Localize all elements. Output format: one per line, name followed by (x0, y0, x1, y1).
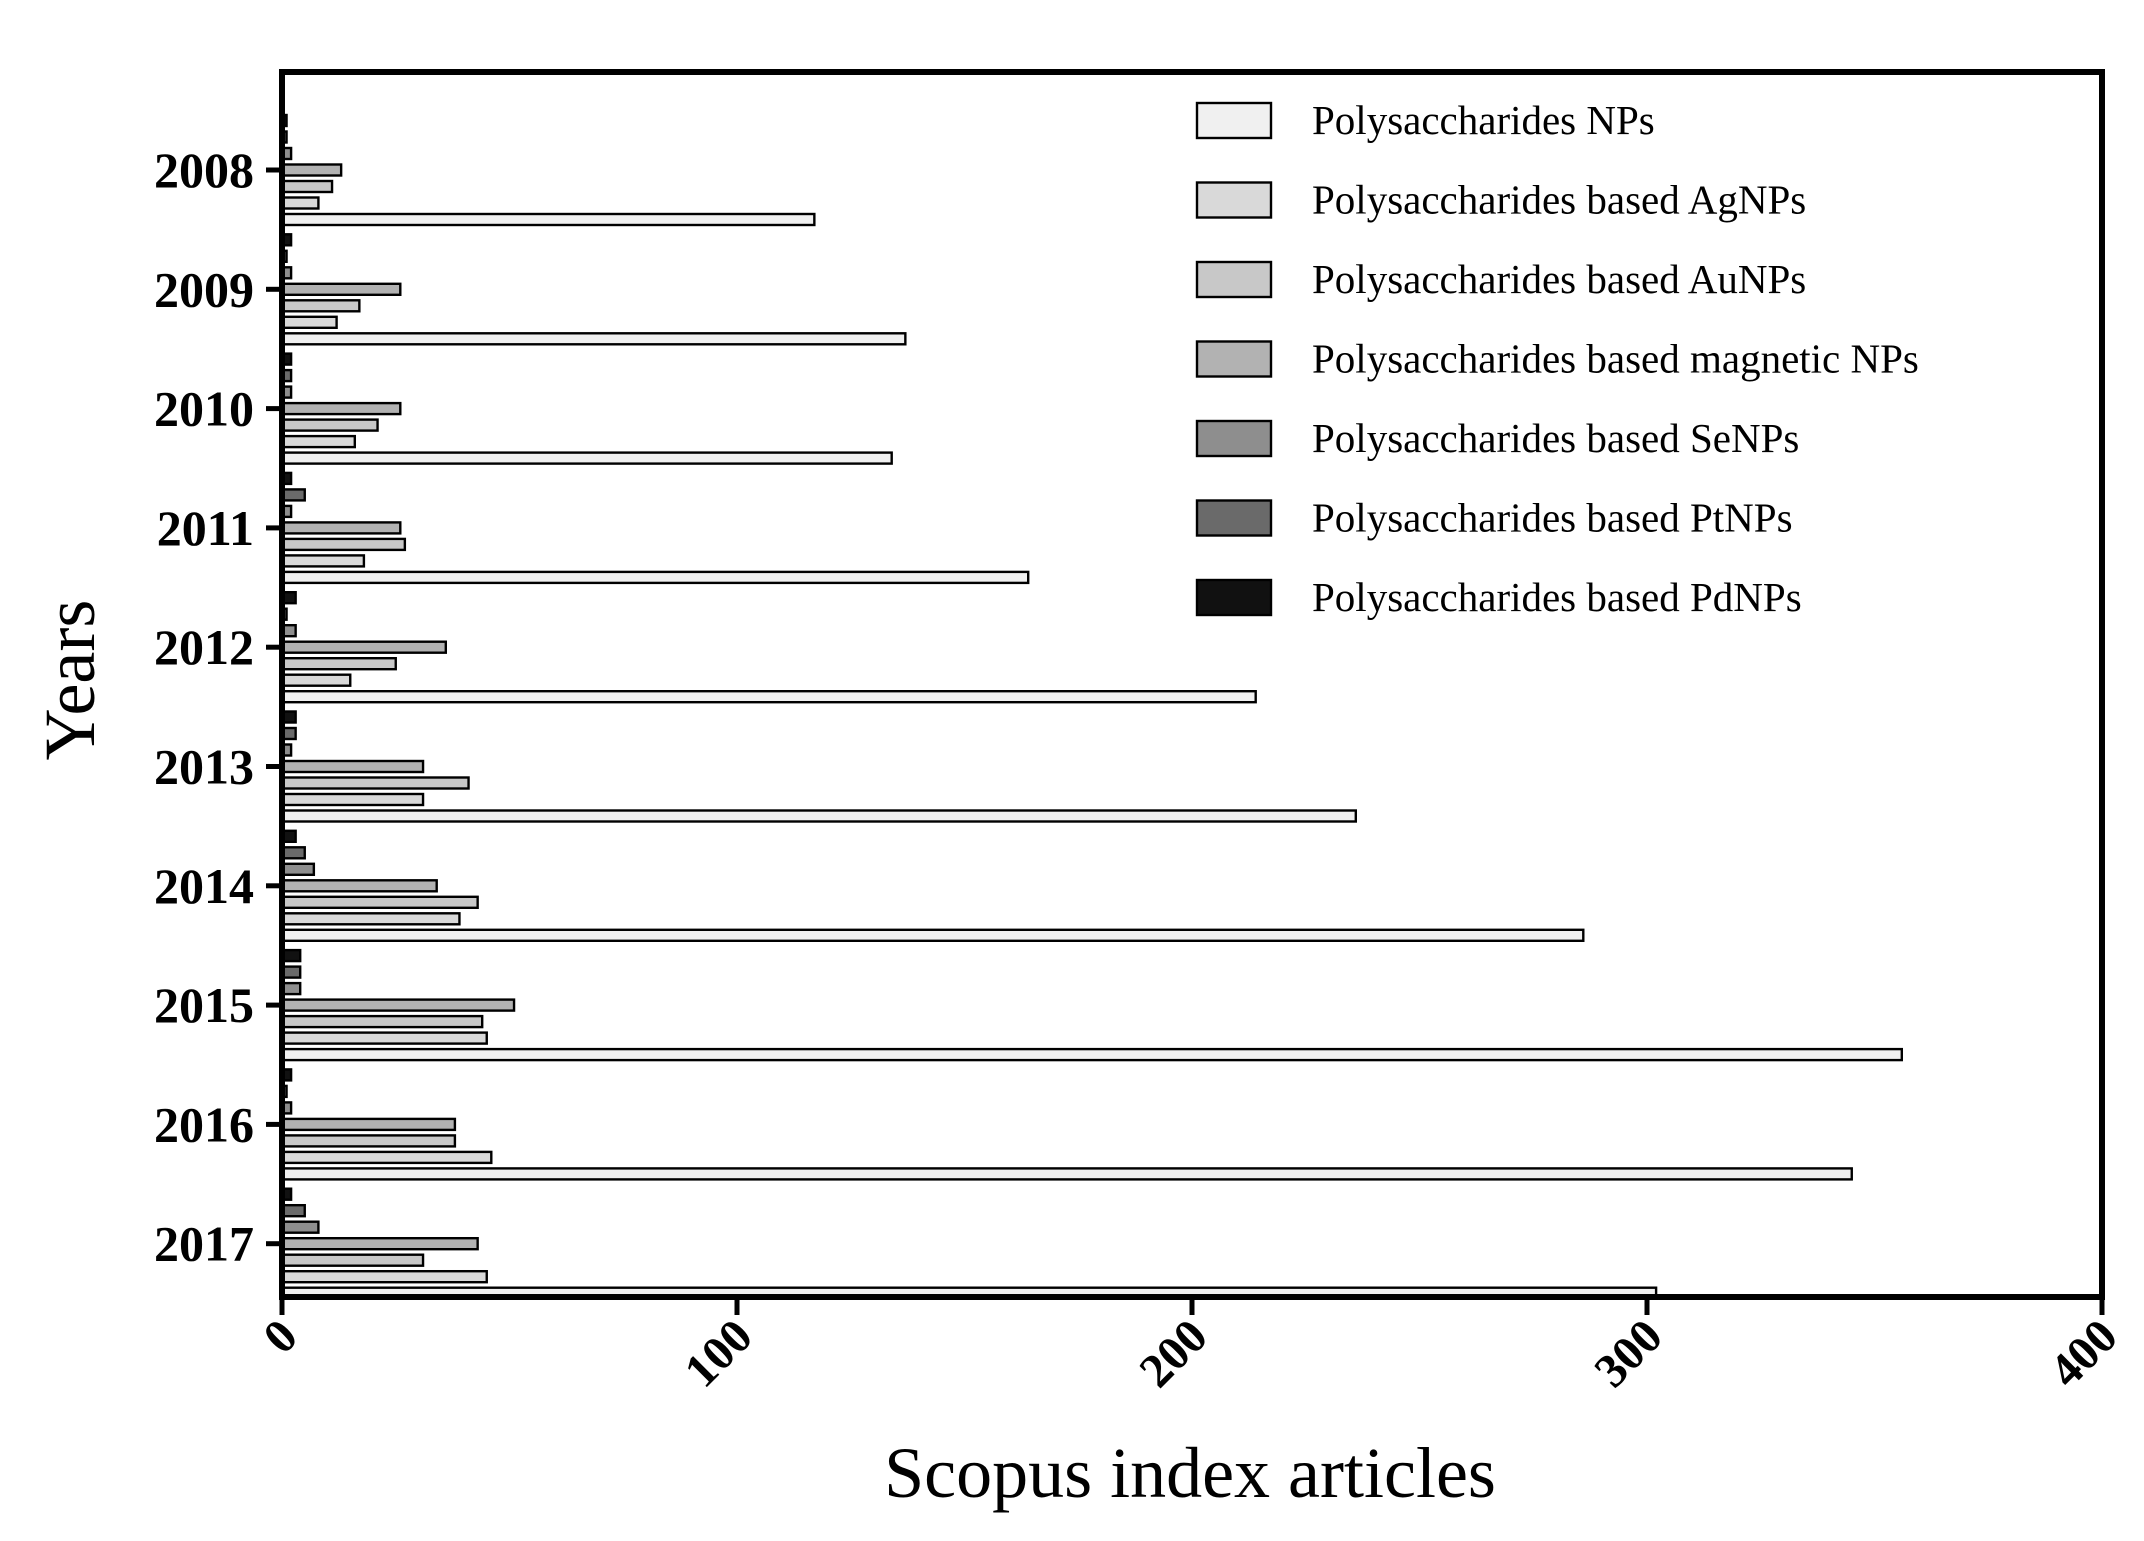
bar-2011-series-4 (280, 521, 402, 535)
y-tick-label-2017: 2017 (154, 1216, 254, 1272)
bar-2015-series-4 (280, 998, 516, 1012)
legend-label-2: Polysaccharides based AgNPs (1312, 177, 1806, 223)
x-tick-label-0: 0 (253, 1309, 307, 1363)
legend-label-1: Polysaccharides NPs (1312, 97, 1655, 143)
y-tick-label-2013: 2013 (154, 739, 254, 795)
bar-2010-series-1 (280, 451, 893, 465)
bar-2010-series-2 (280, 434, 357, 449)
bar-2012-series-3 (280, 657, 397, 671)
bar-2009-series-3 (280, 299, 361, 313)
x-tick-label-300: 300 (1584, 1309, 1672, 1397)
bar-2016-series-4 (280, 1117, 457, 1132)
legend-swatch-4 (1195, 340, 1273, 378)
bar-2012-series-2 (280, 673, 352, 687)
bar-2008-series-4 (280, 163, 343, 177)
bar-2013-series-2 (280, 792, 425, 807)
x-tick-label-400: 400 (2039, 1309, 2127, 1397)
bar-2016-series-2 (280, 1150, 493, 1165)
legend-label-6: Polysaccharides based PtNPs (1312, 495, 1793, 541)
x-axis-title: Scopus index articles (884, 1433, 1496, 1513)
bar-2008-series-2 (280, 196, 320, 210)
y-tick-label-2016: 2016 (154, 1096, 254, 1152)
legend-label-4: Polysaccharides based magnetic NPs (1312, 336, 1919, 382)
y-tick-label-2014: 2014 (154, 858, 254, 914)
bar-2016-series-1 (280, 1167, 1853, 1181)
legend-swatch-6 (1195, 499, 1273, 537)
y-tick-label-2009: 2009 (154, 261, 254, 317)
bar-2013-series-4 (280, 759, 425, 774)
bar-2011-series-6 (280, 488, 306, 502)
bar-2014-series-4 (280, 879, 438, 893)
bar-2013-series-1 (280, 809, 1358, 823)
bar-2009-series-1 (280, 332, 907, 346)
legend-swatch-7 (1195, 578, 1273, 617)
bar-2016-series-3 (280, 1134, 457, 1148)
bar-2015-series-2 (280, 1031, 488, 1045)
bar-2015-series-1 (280, 1047, 1904, 1062)
bar-2014-series-5 (280, 862, 316, 876)
bar-2014-series-1 (280, 928, 1585, 942)
bar-2014-series-6 (280, 846, 306, 860)
bar-2008-series-1 (280, 212, 816, 227)
x-tick-label-100: 100 (674, 1309, 762, 1397)
bar-2012-series-4 (280, 640, 448, 654)
bar-2017-series-2 (280, 1269, 488, 1284)
y-tick-label-2010: 2010 (154, 381, 254, 437)
legend-label-3: Polysaccharides based AuNPs (1312, 256, 1806, 302)
bar-2017-series-6 (280, 1203, 306, 1218)
legend-label-5: Polysaccharides based SeNPs (1312, 415, 1799, 461)
bars-layer (280, 113, 1904, 1300)
legend-swatch-3 (1195, 260, 1273, 299)
legend-swatch-2 (1195, 181, 1273, 219)
axes-layer: 2008 2009 2010 2011 2012 2013 2014 2015 2016 2017… (154, 142, 2128, 1398)
y-tick-label-2008: 2008 (154, 142, 254, 198)
y-tick-label-2012: 2012 (154, 619, 254, 675)
y-tick-label-2011: 2011 (157, 500, 254, 556)
x-tick-label-200: 200 (1129, 1309, 1217, 1397)
bar-2012-series-1 (280, 690, 1257, 704)
plot-frame (279, 69, 2105, 1300)
legend-swatch-5 (1195, 419, 1273, 458)
bar-2011-series-2 (280, 554, 366, 568)
legend-swatch-1 (1195, 101, 1273, 140)
bar-2009-series-2 (280, 315, 338, 329)
legend: Polysaccharides NPs Polysaccharides based… (1195, 97, 1919, 620)
bar-2011-series-1 (280, 570, 1030, 585)
bar-2014-series-2 (280, 912, 461, 926)
bar-2008-series-3 (280, 179, 334, 194)
bar-2011-series-3 (280, 537, 407, 552)
legend-label-7: Polysaccharides based PdNPs (1312, 574, 1802, 620)
y-tick-label-2015: 2015 (154, 977, 254, 1033)
bar-2015-series-3 (280, 1014, 484, 1029)
bar-2014-series-3 (280, 895, 479, 909)
bar-2017-series-5 (280, 1220, 320, 1234)
bar-2010-series-3 (280, 418, 379, 432)
bar-2017-series-3 (280, 1253, 425, 1267)
bar-2013-series-3 (280, 776, 470, 790)
y-axis-title: Years (30, 600, 110, 761)
bar-2010-series-4 (280, 401, 402, 416)
bar-2017-series-4 (280, 1236, 479, 1251)
bar-2009-series-4 (280, 282, 402, 296)
